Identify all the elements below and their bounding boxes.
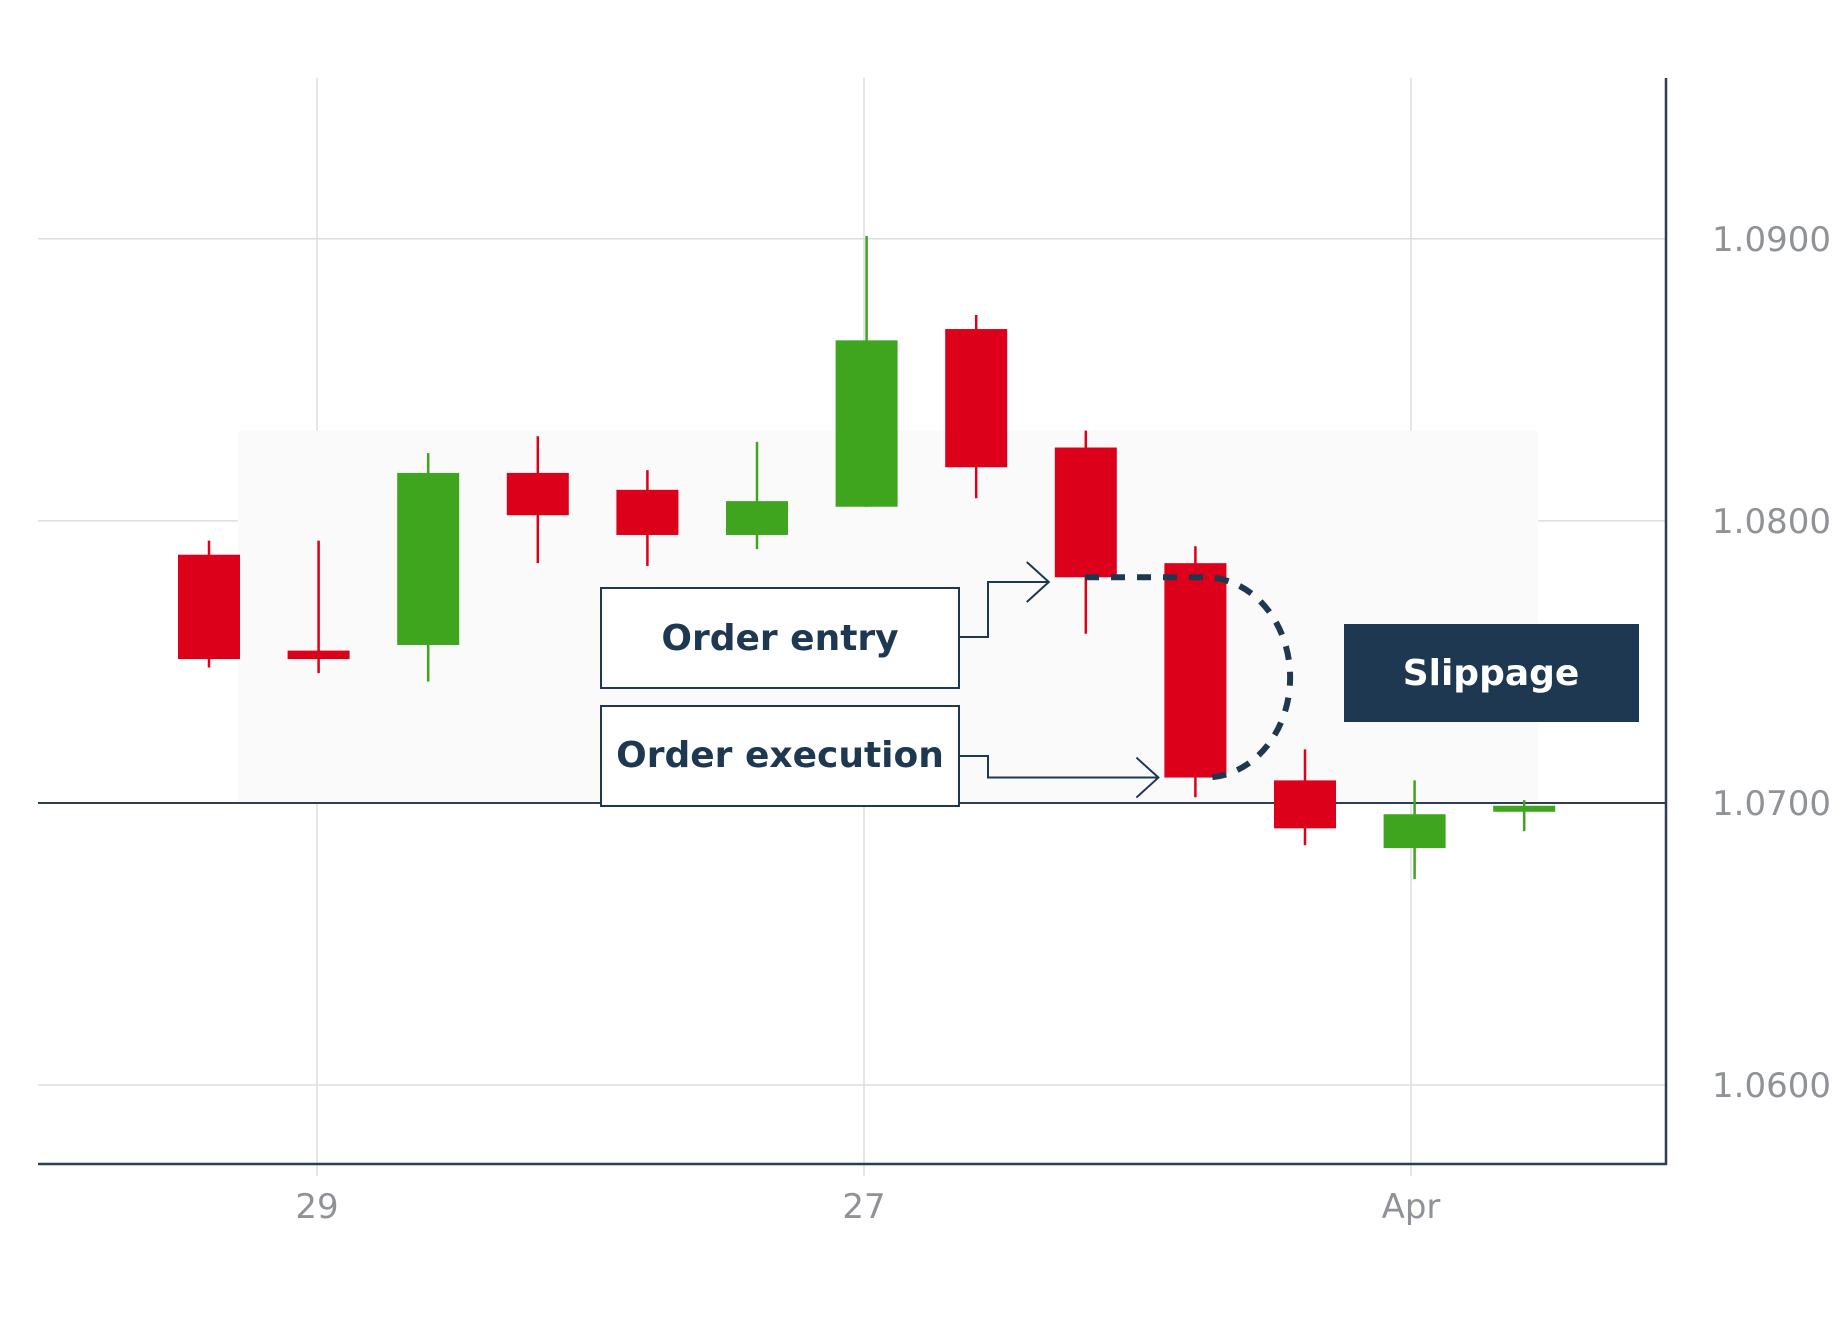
candle-body (945, 329, 1008, 468)
x-tick-label: 27 (842, 1187, 885, 1227)
candle-body (397, 472, 460, 645)
order-entry-label: Order entry (661, 618, 898, 659)
candle (1274, 749, 1336, 846)
annotations: Order entry Order execution Slippage (600, 561, 1639, 807)
y-tick-label: 1.0800 (1712, 502, 1831, 542)
slippage-box (1344, 624, 1639, 722)
candle (287, 540, 350, 674)
order-execution-label: Order execution (616, 735, 944, 776)
y-tick-label: 1.0600 (1712, 1066, 1831, 1106)
candle-body (506, 472, 569, 516)
candle (506, 436, 569, 564)
candle (178, 540, 240, 668)
y-tick-label: 1.0900 (1712, 220, 1831, 260)
candle-body (1054, 447, 1117, 578)
candle (397, 453, 460, 682)
axes: 1.0900 1.0800 1.0700 1.0600 29 27 Apr (38, 78, 1831, 1227)
order-execution-box (600, 705, 960, 807)
candles (178, 235, 1556, 880)
candle-body (287, 650, 350, 660)
order-entry-arrowhead (1026, 561, 1051, 603)
candle-body (178, 554, 240, 660)
order-execution-connector (959, 755, 1159, 779)
candle (945, 314, 1008, 499)
slippage-arc (1085, 574, 1293, 781)
x-tick-label: 29 (295, 1187, 338, 1227)
candle-body (726, 501, 788, 535)
candle-body (1383, 814, 1446, 849)
slippage-label: Slippage (1403, 653, 1580, 694)
candle (835, 235, 898, 507)
order-entry-connector (959, 581, 1049, 638)
candle (1164, 546, 1227, 798)
candle (726, 441, 788, 550)
order-execution-arrowhead (1135, 756, 1160, 799)
x-tick-label: Apr (1382, 1187, 1441, 1227)
candle (1383, 780, 1446, 880)
candle-body (616, 489, 679, 535)
candle-body (1274, 780, 1336, 829)
candle-body (835, 340, 898, 507)
candle (1054, 430, 1117, 634)
candle (616, 470, 679, 566)
order-entry-box (600, 587, 960, 689)
candle (1493, 800, 1556, 832)
y-tick-label: 1.0700 (1712, 784, 1831, 824)
candle-body (1164, 563, 1227, 778)
candle-body (1493, 805, 1556, 812)
